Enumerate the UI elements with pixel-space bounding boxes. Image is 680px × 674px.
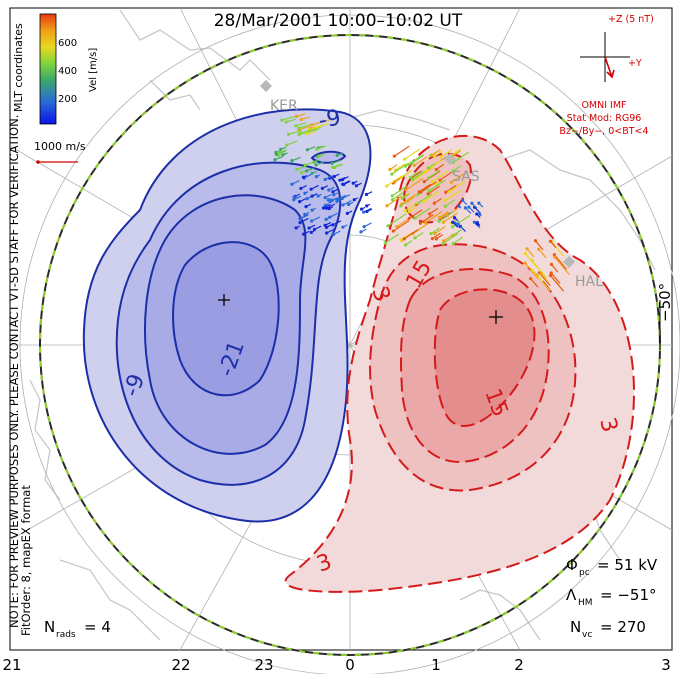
imf-vector [604, 56, 613, 78]
mlt-axis: 21 22 23 0 1 2 3 [2, 656, 670, 674]
colorbar-tick: 400 [58, 66, 77, 77]
mlt-tick-label: 2 [514, 656, 524, 674]
svg-text:pc: pc [579, 568, 590, 578]
station-ker: KER [260, 80, 298, 114]
phi-pc: Φ pc = 51 kV [566, 556, 658, 578]
n-vc: N vc = 270 [570, 618, 646, 640]
svg-text:N: N [570, 618, 581, 636]
n-rads: N rads = 4 [44, 618, 111, 640]
preview-note: NOTE: FOR PREVIEW PURPOSES ONLY. PLEASE … [7, 115, 21, 628]
colorbar-tick: 600 [58, 38, 77, 49]
radar-stations: KER SAS HAL [260, 80, 603, 290]
svg-text:rads: rads [56, 630, 76, 640]
mlt-tick-label: 21 [2, 656, 21, 674]
svg-text:= 4: = 4 [84, 618, 111, 636]
negative-convection-cell [82, 108, 372, 523]
contour-label: 3 [594, 415, 622, 435]
imf-clock: +Z (5 nT) +Y OMNI IMF Stat Mod: RG96 Bz−… [559, 14, 653, 137]
colorbar-tick: 200 [58, 94, 77, 105]
svg-text:OMNI IMF: OMNI IMF [581, 100, 626, 111]
mlt-tick-label: 23 [254, 656, 273, 674]
svg-text:HAL: HAL [575, 274, 603, 290]
latitude-label: −50° [656, 283, 674, 322]
svg-text:Λ: Λ [566, 586, 577, 604]
potential-max-marker [489, 310, 503, 324]
svg-text:= 51 kV: = 51 kV [597, 556, 658, 574]
mlt-tick-label: 1 [431, 656, 441, 674]
map-statistics: Φ pc = 51 kV Λ HM = −51° N vc = 270 N ra… [44, 556, 658, 640]
svg-text:vc: vc [582, 630, 592, 640]
svg-text:+Z (5 nT): +Z (5 nT) [608, 14, 654, 25]
potential-min-marker [218, 294, 230, 306]
velocity-vectors [273, 113, 570, 292]
svg-text:KER: KER [270, 98, 298, 114]
imf-arrowhead [606, 69, 615, 79]
svg-text:= 270: = 270 [600, 618, 646, 636]
svg-text:= −51°: = −51° [600, 586, 657, 604]
colorbar-label: Vel [m/s] [88, 48, 99, 92]
svg-text:1000 m/s: 1000 m/s [34, 140, 86, 153]
positive-convection-cell [284, 134, 635, 593]
station-hal: HAL [563, 256, 603, 290]
mlt-tick-label: 3 [661, 656, 671, 674]
svg-text:HM: HM [578, 598, 593, 608]
velocity-colorbar: 600 400 200 Vel [m/s] [39, 13, 99, 125]
velocity-scale: 1000 m/s [34, 140, 86, 164]
coordinates-label: MLT coordinates [12, 23, 25, 112]
svg-text:Stat Mod: RG96: Stat Mod: RG96 [567, 113, 642, 124]
plot-frame [9, 7, 673, 651]
mlt-tick-label: 0 [345, 656, 355, 674]
mlt-tick-label: 22 [171, 656, 190, 674]
svg-text:SAS: SAS [452, 169, 480, 185]
lambda-hm: Λ HM = −51° [566, 586, 657, 608]
svg-text:+Y: +Y [628, 58, 642, 69]
station-sas: SAS [444, 153, 480, 185]
svg-text:Φ: Φ [566, 556, 578, 574]
map-title: 28/Mar/2001 10:00–10:02 UT [214, 11, 463, 31]
contour-label: -9 [317, 105, 343, 133]
fit-info: FitOrder: 8, mapEX format [19, 485, 33, 636]
svg-text:N: N [44, 618, 55, 636]
svg-text:Bz−/By−, 0<BT<4: Bz−/By−, 0<BT<4 [559, 126, 648, 137]
